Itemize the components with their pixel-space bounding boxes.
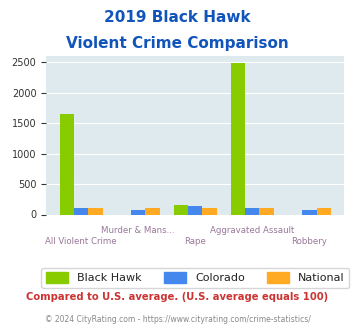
- Text: Aggravated Assault: Aggravated Assault: [210, 226, 295, 235]
- Bar: [302, 210, 317, 215]
- Text: Murder & Mans...: Murder & Mans...: [102, 226, 175, 235]
- Bar: [245, 209, 260, 214]
- Text: © 2024 CityRating.com - https://www.cityrating.com/crime-statistics/: © 2024 CityRating.com - https://www.city…: [45, 315, 310, 324]
- Text: Violent Crime Comparison: Violent Crime Comparison: [66, 36, 289, 51]
- Bar: [202, 209, 217, 214]
- Bar: [231, 63, 245, 214]
- Bar: [131, 210, 145, 215]
- Text: All Violent Crime: All Violent Crime: [45, 237, 117, 246]
- Text: Rape: Rape: [184, 237, 206, 246]
- Bar: [88, 209, 103, 214]
- Legend: Black Hawk, Colorado, National: Black Hawk, Colorado, National: [42, 268, 349, 288]
- Bar: [174, 205, 188, 214]
- Text: Robbery: Robbery: [291, 237, 327, 246]
- Text: 2019 Black Hawk: 2019 Black Hawk: [104, 10, 251, 25]
- Bar: [317, 209, 331, 214]
- Bar: [74, 209, 88, 214]
- Text: Compared to U.S. average. (U.S. average equals 100): Compared to U.S. average. (U.S. average …: [26, 292, 329, 302]
- Bar: [60, 114, 74, 214]
- Bar: [188, 206, 202, 214]
- Bar: [145, 209, 160, 214]
- Bar: [260, 209, 274, 214]
